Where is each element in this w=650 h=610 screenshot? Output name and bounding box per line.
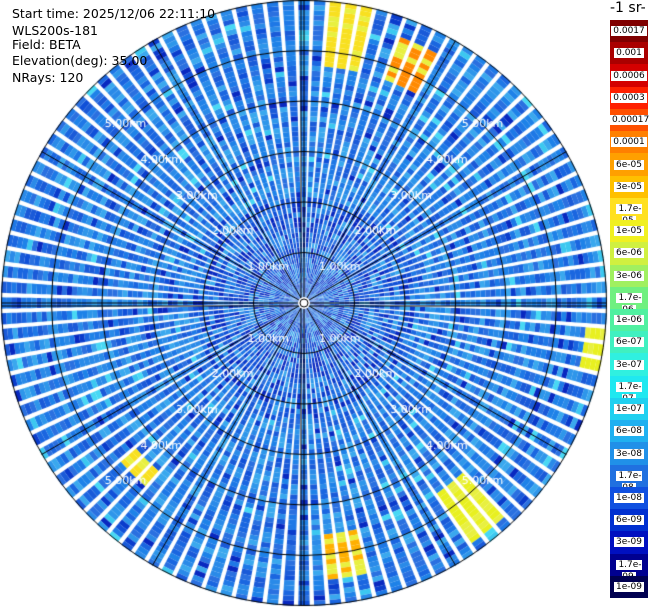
ppi-polar-plot <box>0 0 610 610</box>
colorbar-tick-label: 1e-07 <box>614 404 644 415</box>
colorbar-tick-label: 3e-09 <box>614 537 644 548</box>
colorbar-tick-label: 3e-05 <box>614 181 644 192</box>
colorbar-tick-label: 1e-08 <box>614 492 644 503</box>
instrument-label: WLS200s-181 <box>12 23 98 38</box>
colorbar-tick-label: 6e-06 <box>614 248 644 259</box>
colorbar-tick-label: 1e-09 <box>614 581 644 592</box>
nrays-label: NRays: 120 <box>12 70 84 85</box>
colorbar-tick-label: 6e-05 <box>614 159 644 170</box>
colorbar-tick-label: 0.0003 <box>611 92 647 103</box>
colorbar-tick-label: 6e-09 <box>614 515 644 526</box>
colorbar-tick-label: 3e-07 <box>614 359 644 370</box>
elevation-label: Elevation(deg): 35.00 <box>12 53 148 68</box>
colorbar-title: -1 sr- <box>610 0 646 16</box>
colorbar-tick-label: 3e-08 <box>614 448 644 459</box>
colorbar-tick-label: 0.001 <box>614 48 644 59</box>
colorbar-tick-label: 0.00017 <box>610 115 650 126</box>
colorbar-tick-label: 1e-06 <box>614 315 644 326</box>
colorbar-tick-label: 0.0017 <box>611 26 647 37</box>
colorbar-tick-label: 0.0001 <box>611 137 647 148</box>
colorbar-tick-label: 6e-08 <box>614 426 644 437</box>
colorbar: 0.0017 0.001 0.0006 0.0003 0.00017 0.0001 6e-0… <box>610 20 650 599</box>
colorbar-tick-label: 6e-07 <box>614 337 644 348</box>
colorbar-tick-label: 1e-05 <box>614 226 644 237</box>
start-time-label: Start time: 2025/12/06 22:11:10 <box>12 6 216 21</box>
field-label: Field: BETA <box>12 37 81 52</box>
colorbar-tick-label: 0.0006 <box>611 70 647 81</box>
colorbar-tick-label: 3e-06 <box>614 270 644 281</box>
